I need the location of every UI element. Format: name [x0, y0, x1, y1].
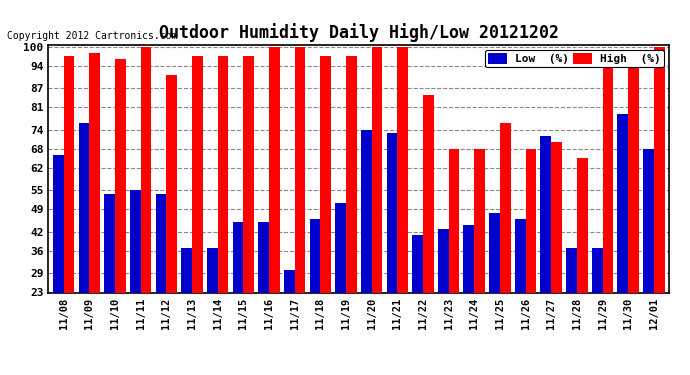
Bar [104, 194, 115, 292]
Bar [489, 213, 500, 292]
Bar [592, 248, 602, 292]
Title: Outdoor Humidity Daily High/Low 20121202: Outdoor Humidity Daily High/Low 20121202 [159, 23, 559, 42]
Bar [233, 222, 244, 292]
Bar [166, 75, 177, 292]
Bar [628, 56, 639, 292]
Bar [526, 149, 536, 292]
Bar [540, 136, 551, 292]
Bar [295, 46, 306, 292]
Bar [474, 149, 485, 292]
Bar [53, 155, 63, 292]
Bar [386, 133, 397, 292]
Text: Copyright 2012 Cartronics.com: Copyright 2012 Cartronics.com [7, 32, 177, 41]
Bar [310, 219, 320, 292]
Bar [618, 114, 628, 292]
Bar [155, 194, 166, 292]
Bar [269, 46, 279, 292]
Bar [643, 149, 654, 292]
Bar [63, 56, 75, 292]
Bar [448, 149, 460, 292]
Bar [464, 225, 474, 292]
Bar [181, 248, 192, 292]
Bar [244, 56, 254, 292]
Bar [192, 56, 203, 292]
Bar [397, 46, 408, 292]
Bar [284, 270, 295, 292]
Bar [79, 123, 90, 292]
Bar [207, 248, 217, 292]
Bar [361, 130, 372, 292]
Bar [258, 222, 269, 292]
Legend: Low  (%), High  (%): Low (%), High (%) [485, 50, 664, 68]
Bar [515, 219, 526, 292]
Bar [346, 56, 357, 292]
Bar [551, 142, 562, 292]
Bar [438, 229, 449, 292]
Bar [320, 56, 331, 292]
Bar [372, 46, 382, 292]
Bar [654, 46, 664, 292]
Bar [130, 190, 141, 292]
Bar [500, 123, 511, 292]
Bar [141, 46, 152, 292]
Bar [566, 248, 577, 292]
Bar [577, 158, 588, 292]
Bar [90, 53, 100, 292]
Bar [412, 235, 423, 292]
Bar [115, 59, 126, 292]
Bar [602, 59, 613, 292]
Bar [335, 203, 346, 292]
Bar [423, 94, 434, 292]
Bar [217, 56, 228, 292]
